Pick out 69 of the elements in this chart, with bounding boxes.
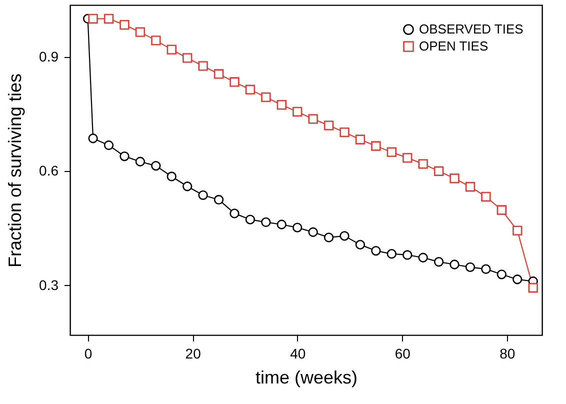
point xyxy=(418,252,428,262)
point xyxy=(512,274,522,284)
point xyxy=(371,246,381,256)
point xyxy=(166,44,176,54)
point xyxy=(528,282,538,293)
point xyxy=(465,182,476,192)
point xyxy=(166,172,176,182)
point xyxy=(386,249,396,259)
x-tick-label: 60 xyxy=(394,346,411,362)
point xyxy=(151,36,161,46)
point xyxy=(120,20,130,30)
x-axis-title: time (weeks) xyxy=(255,368,358,388)
point xyxy=(496,270,506,280)
point xyxy=(450,174,460,184)
legend-label: OBSERVED TIES xyxy=(419,22,524,36)
point xyxy=(276,100,286,110)
point xyxy=(135,156,146,166)
point xyxy=(434,166,444,176)
x-tick-label: 20 xyxy=(185,346,202,362)
point xyxy=(386,147,396,157)
point xyxy=(88,14,98,24)
y-axis-title: Fraction of surviving ties xyxy=(5,73,26,268)
point xyxy=(308,114,318,124)
x-tick-label: 40 xyxy=(290,346,306,362)
y-tick-label: 0.6 xyxy=(39,162,59,179)
point xyxy=(182,53,192,63)
point xyxy=(355,240,366,250)
point xyxy=(104,140,114,150)
point xyxy=(214,194,224,205)
point xyxy=(465,262,476,272)
point xyxy=(481,264,491,274)
point xyxy=(402,250,412,260)
point xyxy=(245,84,256,94)
point xyxy=(276,220,286,230)
point xyxy=(198,61,208,71)
point xyxy=(340,127,350,138)
point xyxy=(214,69,224,79)
point xyxy=(402,152,412,163)
point xyxy=(261,92,271,102)
point xyxy=(308,227,318,237)
point xyxy=(135,27,146,37)
point xyxy=(418,159,428,169)
point xyxy=(512,226,522,236)
point xyxy=(355,134,366,144)
point xyxy=(198,190,208,200)
y-tick-label: 0.3 xyxy=(39,276,59,293)
point xyxy=(292,106,302,117)
point xyxy=(371,141,381,151)
point xyxy=(230,208,240,218)
point xyxy=(182,182,192,192)
point xyxy=(261,217,271,228)
point xyxy=(450,260,460,270)
legend-label: OPEN TIES xyxy=(419,38,488,54)
point xyxy=(496,205,506,215)
y-tick-label: 0.9 xyxy=(39,48,59,64)
x-tick-label: 0 xyxy=(84,346,92,362)
point xyxy=(434,257,444,267)
point xyxy=(230,77,240,87)
x-tick-label: 80 xyxy=(500,346,516,362)
point xyxy=(292,222,302,232)
point xyxy=(324,232,334,242)
point xyxy=(324,120,334,130)
point xyxy=(151,160,161,171)
point xyxy=(340,231,350,241)
point xyxy=(481,192,491,202)
point xyxy=(245,214,256,224)
point xyxy=(104,14,114,24)
point xyxy=(88,134,98,144)
point xyxy=(120,151,130,162)
